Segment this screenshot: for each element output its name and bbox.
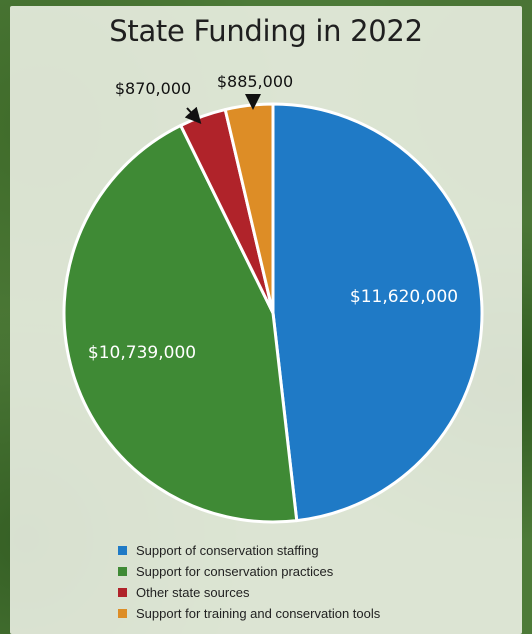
- arrow-other-sources: [184, 106, 202, 124]
- legend-item: Other state sources: [118, 582, 380, 603]
- legend-item: Support for training and conservation to…: [118, 603, 380, 624]
- legend-swatch: [118, 546, 127, 555]
- data-label-training: $885,000: [217, 72, 293, 91]
- legend-label: Support for conservation practices: [136, 564, 334, 579]
- data-label-staffing: $11,620,000: [350, 287, 458, 307]
- pie-slice-2: [62, 123, 299, 524]
- chart-title: State Funding in 2022: [109, 14, 423, 48]
- legend-item: Support for conservation practices: [118, 561, 380, 582]
- legend-label: Support for training and conservation to…: [136, 606, 381, 621]
- pie-slice-1: [271, 102, 484, 523]
- legend-label: Support of conservation staffing: [136, 543, 319, 558]
- data-label-other-sources: $870,000: [115, 79, 191, 98]
- legend-swatch: [118, 588, 127, 597]
- legend: Support of conservation staffing Support …: [118, 540, 380, 624]
- legend-label: Other state sources: [136, 585, 250, 600]
- legend-item: Support of conservation staffing: [118, 540, 380, 561]
- legend-swatch: [118, 609, 127, 618]
- legend-swatch: [118, 567, 127, 576]
- data-label-practices: $10,739,000: [88, 343, 196, 363]
